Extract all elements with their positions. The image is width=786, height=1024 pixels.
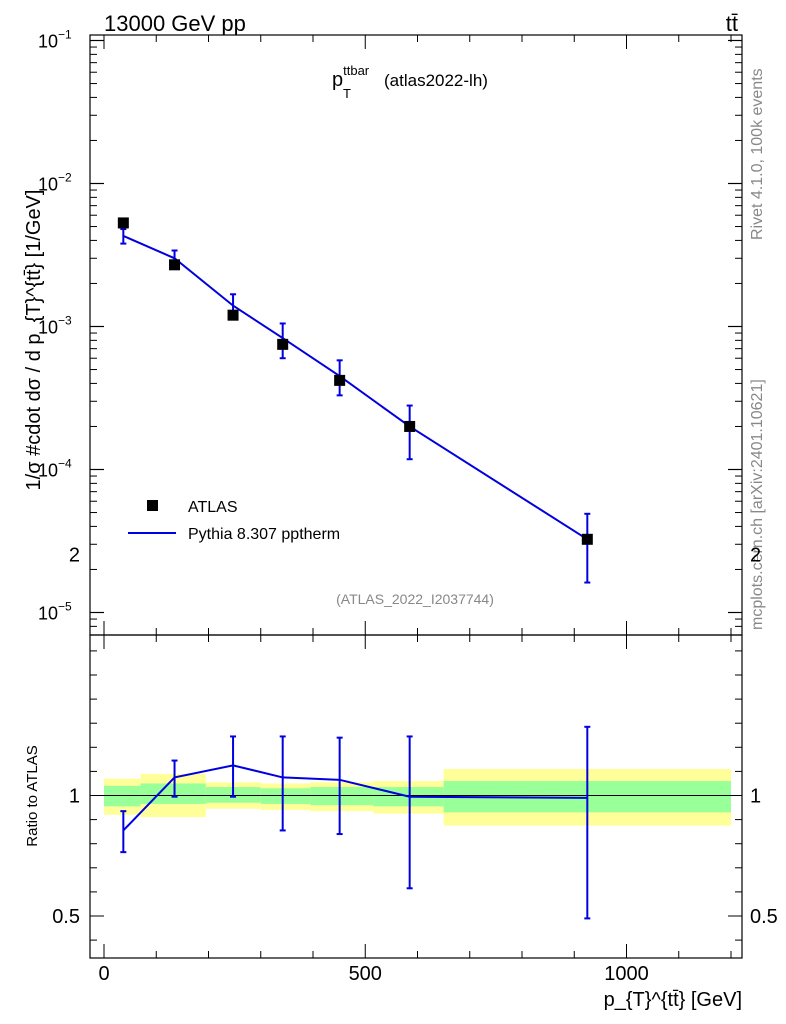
x-tick-label: 0 [98,963,109,985]
y-tick-label: 10−4 [38,457,72,481]
data-series [117,217,593,545]
ratio-frame [89,634,743,959]
ratio-y-tick-label-left: 0.5 [52,906,80,928]
main-panel: 10−110−210−310−410−5 pttbar T (atlas2022… [23,28,743,636]
y-tick-label-base: 10 [38,461,58,481]
main-frame [89,34,743,636]
ratio-band-inner [104,785,141,807]
legend-atlas-marker [147,500,158,511]
ratio-x-axis-label: p_{T}^{tt̄} [GeV] [604,989,742,1011]
ratio-band-inner [260,788,311,804]
y-tick-label-exp: −1 [58,28,72,42]
ratio-y-tick-label-right: 2 [750,545,761,567]
legend: ATLAS Pythia 8.307 pptherm [128,499,340,543]
ratio-y-axis-label: Ratio to ATLAS [24,745,41,846]
y-tick-label-exp: −3 [58,314,72,328]
data-point [334,374,346,386]
ratio-x-tick-labels: 0 500 1000 [98,963,648,985]
main-y-tick-labels: 10−110−210−310−410−5 [38,28,72,624]
ratio-mc-series [120,725,591,920]
ratio-band-inner [140,783,206,804]
main-axis-ticks [90,35,742,635]
y-tick-label-exp: −4 [58,457,72,471]
data-point [169,259,181,271]
data-point [117,217,129,229]
x-tick-label: 500 [349,963,382,985]
y-tick-label-exp: −5 [58,600,72,614]
analysis-id-label: (ATLAS_2022_I2037744) [336,591,494,607]
energy-label: 13000 GeV pp [104,11,246,36]
y-tick-label: 10−1 [38,28,72,52]
y-tick-label: 10−3 [38,314,72,338]
y-tick-label-base: 10 [38,604,58,624]
ratio-y-tick-labels: 0.5 0.5 1 1 2 2 [52,545,778,929]
y-tick-label: 10−5 [38,600,72,624]
ratio-panel: 0.5 0.5 1 1 2 2 0 500 1000 Ratio to ATLAS p_{T}… [24,545,778,1012]
mcplots-reference-label: mcplots.cern.ch [arXiv:2401.10621] [749,379,766,630]
process-label: tt̄ [726,11,738,36]
y-tick-label-base: 10 [38,175,58,195]
mc-line [122,234,588,541]
ratio-band-inner [310,787,374,806]
ratio-y-tick-label-left: 2 [69,545,80,567]
main-y-axis-label: 1/σ #cdot dσ / d p_{T}^{tt̄} [1/GeV] [23,190,45,491]
data-point [404,420,416,432]
ratio-y-tick-label-right: 1 [750,786,761,808]
plot-title-rest: (atlas2022-lh) [384,71,488,90]
plot-title-sub: T [343,86,351,101]
y-tick-label-exp: −2 [58,171,72,185]
ratio-y-tick-label-left: 1 [69,786,80,808]
legend-mc-label: Pythia 8.307 pptherm [188,526,340,543]
data-point [227,309,239,321]
plot-title-sup: ttbar [343,63,370,78]
data-point [277,338,289,350]
ratio-axis-ticks [90,635,742,958]
plot-title: pttbar [332,63,370,91]
data-point [581,533,593,545]
rivet-version-label: Rivet 4.1.0, 100k events [749,68,766,240]
legend-atlas-label: ATLAS [188,499,238,516]
y-tick-label: 10−2 [38,171,72,195]
y-tick-label-base: 10 [38,32,58,52]
plot-title-main: p [332,69,343,91]
x-tick-label: 1000 [604,963,649,985]
y-tick-label-base: 10 [38,318,58,338]
ratio-y-tick-label-right: 0.5 [750,906,778,928]
